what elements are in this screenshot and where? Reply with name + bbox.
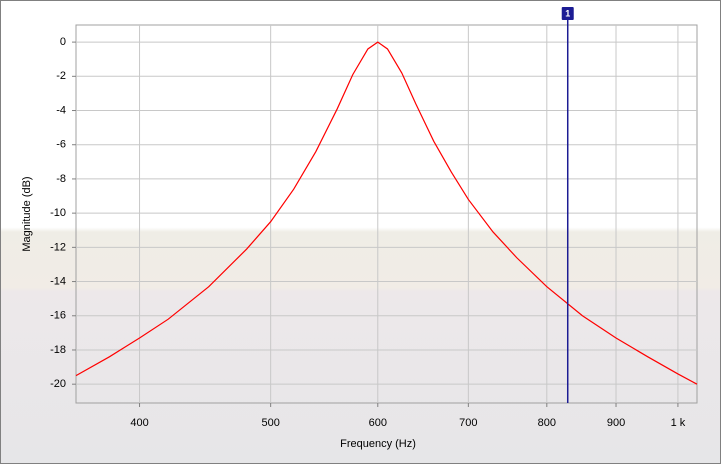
x-axis-label: Frequency (Hz) xyxy=(340,438,416,450)
y-tick-label: -4 xyxy=(56,104,66,116)
x-tick-label: 700 xyxy=(459,417,477,429)
marker-box xyxy=(561,7,574,20)
plot-area xyxy=(75,24,698,404)
y-tick-label: -20 xyxy=(50,378,66,390)
y-tick-label: -10 xyxy=(50,207,66,219)
marker-label: 1 xyxy=(565,8,570,18)
line xyxy=(75,41,698,385)
x-tick-label: 600 xyxy=(369,417,387,429)
x-tick-label: 900 xyxy=(607,417,625,429)
y-tick-label: -14 xyxy=(50,275,66,287)
y-tick-label: -8 xyxy=(56,173,66,185)
x-tick-label: 800 xyxy=(538,417,556,429)
y-tick-label: -16 xyxy=(50,310,66,322)
y-tick-label: -18 xyxy=(50,344,66,356)
x-tick-label: 500 xyxy=(261,417,279,429)
x-tick-label: 400 xyxy=(130,417,148,429)
y-tick-label: -6 xyxy=(56,139,66,151)
x-tick-label: 1 k xyxy=(671,417,686,429)
y-tick-label: 0 xyxy=(60,36,66,48)
y-axis-label: Magnitude (dB) xyxy=(21,176,33,251)
y-tick-label: -2 xyxy=(56,70,66,82)
y-tick-label: -12 xyxy=(50,241,66,253)
